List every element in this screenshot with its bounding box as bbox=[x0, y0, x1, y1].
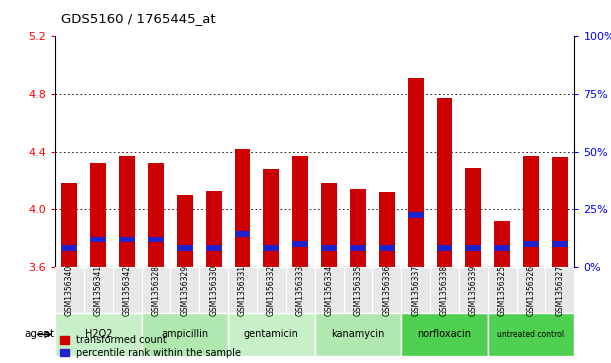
Text: GSM1356342: GSM1356342 bbox=[123, 265, 131, 316]
Text: GSM1356335: GSM1356335 bbox=[353, 265, 362, 316]
Text: GSM1356341: GSM1356341 bbox=[93, 265, 103, 316]
Bar bbox=[343, 267, 372, 313]
Bar bbox=[228, 313, 315, 356]
Bar bbox=[292, 156, 308, 267]
Bar bbox=[350, 189, 366, 267]
Bar bbox=[177, 245, 192, 251]
Bar bbox=[148, 237, 164, 242]
Bar bbox=[408, 212, 423, 218]
Text: GDS5160 / 1765445_at: GDS5160 / 1765445_at bbox=[61, 12, 216, 25]
Bar bbox=[437, 245, 452, 251]
Bar bbox=[235, 231, 251, 237]
Text: untreated control: untreated control bbox=[497, 330, 565, 339]
Bar bbox=[142, 313, 228, 356]
Bar bbox=[177, 195, 192, 267]
Legend: transformed count, percentile rank within the sample: transformed count, percentile rank withi… bbox=[60, 335, 241, 358]
Bar bbox=[488, 313, 574, 356]
Bar bbox=[263, 169, 279, 267]
Bar bbox=[546, 267, 574, 313]
Bar bbox=[459, 267, 488, 313]
Bar bbox=[170, 267, 199, 313]
Text: gentamicin: gentamicin bbox=[244, 330, 299, 339]
Text: GSM1356331: GSM1356331 bbox=[238, 265, 247, 316]
Text: GSM1356337: GSM1356337 bbox=[411, 265, 420, 316]
Text: H2O2: H2O2 bbox=[84, 330, 112, 339]
Bar bbox=[552, 241, 568, 247]
Bar bbox=[292, 241, 308, 247]
Bar bbox=[142, 267, 170, 313]
Bar bbox=[90, 163, 106, 267]
Bar bbox=[466, 167, 481, 267]
Bar bbox=[257, 267, 286, 313]
Bar bbox=[315, 313, 401, 356]
Bar bbox=[523, 156, 539, 267]
Text: GSM1356329: GSM1356329 bbox=[180, 265, 189, 316]
Bar bbox=[228, 267, 257, 313]
Text: GSM1356326: GSM1356326 bbox=[527, 265, 536, 316]
Bar bbox=[235, 149, 251, 267]
Bar bbox=[321, 183, 337, 267]
Text: GSM1356340: GSM1356340 bbox=[65, 265, 74, 316]
Bar bbox=[379, 245, 395, 251]
Bar bbox=[206, 245, 222, 251]
Bar bbox=[350, 245, 366, 251]
Bar bbox=[315, 267, 343, 313]
Bar bbox=[199, 267, 228, 313]
Text: GSM1356333: GSM1356333 bbox=[296, 265, 305, 316]
Text: GSM1356339: GSM1356339 bbox=[469, 265, 478, 316]
Bar bbox=[401, 267, 430, 313]
Bar bbox=[62, 183, 78, 267]
Text: GSM1356325: GSM1356325 bbox=[498, 265, 507, 316]
Text: GSM1356330: GSM1356330 bbox=[209, 265, 218, 316]
Bar bbox=[84, 267, 112, 313]
Bar bbox=[263, 245, 279, 251]
Bar bbox=[119, 156, 135, 267]
Bar bbox=[437, 98, 452, 267]
Bar bbox=[372, 267, 401, 313]
Text: GSM1356338: GSM1356338 bbox=[440, 265, 449, 316]
Bar bbox=[119, 237, 135, 242]
Bar bbox=[55, 267, 84, 313]
Text: GSM1356332: GSM1356332 bbox=[267, 265, 276, 316]
Bar bbox=[494, 245, 510, 251]
Bar bbox=[90, 237, 106, 242]
Bar bbox=[55, 313, 142, 356]
Bar bbox=[488, 267, 517, 313]
Text: kanamycin: kanamycin bbox=[331, 330, 385, 339]
Bar bbox=[401, 313, 488, 356]
Text: GSM1356334: GSM1356334 bbox=[324, 265, 334, 316]
Bar bbox=[430, 267, 459, 313]
Bar bbox=[206, 191, 222, 267]
Text: GSM1356328: GSM1356328 bbox=[152, 265, 161, 315]
Bar bbox=[148, 163, 164, 267]
Text: agent: agent bbox=[25, 330, 55, 339]
Bar bbox=[552, 158, 568, 267]
Text: GSM1356336: GSM1356336 bbox=[382, 265, 391, 316]
Bar bbox=[112, 267, 142, 313]
Bar bbox=[379, 192, 395, 267]
Bar bbox=[321, 245, 337, 251]
Text: norfloxacin: norfloxacin bbox=[417, 330, 472, 339]
Bar bbox=[517, 267, 546, 313]
Bar bbox=[523, 241, 539, 247]
Bar bbox=[286, 267, 315, 313]
Bar bbox=[62, 245, 78, 251]
Bar bbox=[466, 245, 481, 251]
Bar bbox=[494, 221, 510, 267]
Text: ampicillin: ampicillin bbox=[161, 330, 208, 339]
Bar bbox=[408, 78, 423, 267]
Text: GSM1356327: GSM1356327 bbox=[555, 265, 565, 316]
